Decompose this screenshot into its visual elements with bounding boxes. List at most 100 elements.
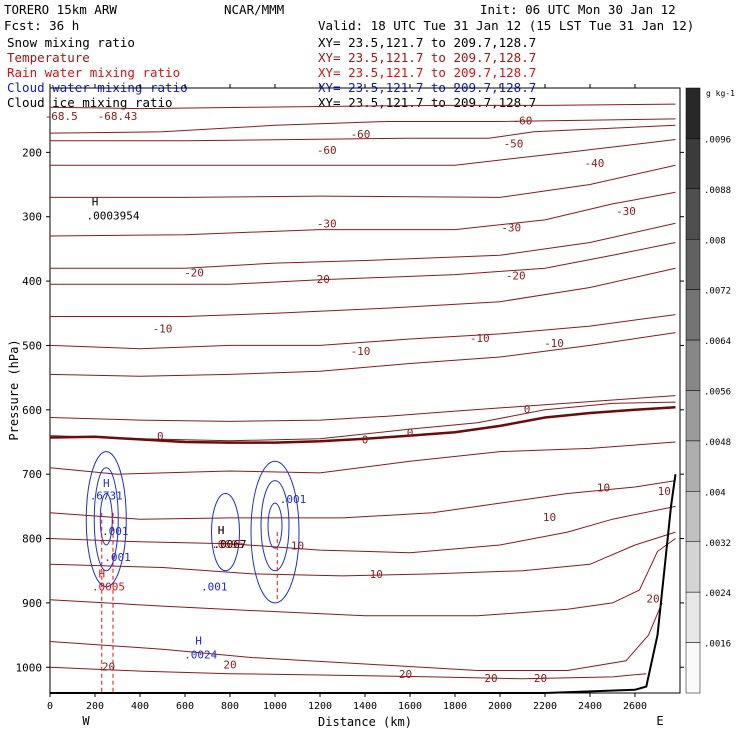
- cloud-water-contour: [93, 467, 119, 572]
- colorbar-cell: [685, 591, 701, 643]
- cloud-water-label: .0024: [184, 649, 217, 662]
- terrain-outline: [50, 474, 677, 694]
- temperature-label: 10: [370, 568, 383, 581]
- snow-label: H: [92, 196, 99, 209]
- org-label: NCAR/MMM: [224, 2, 284, 17]
- colorbar-cell: [685, 138, 701, 190]
- cloud-water-contour: [260, 480, 290, 572]
- y-tick-label: 500: [22, 339, 42, 352]
- colorbar-tick-label: .0016: [704, 640, 731, 650]
- x-tick-label: 2000: [488, 701, 512, 712]
- x-tick-label: 2200: [533, 701, 557, 712]
- colorbar-tick-label: .0096: [704, 135, 731, 145]
- temperature-label: -20: [184, 266, 204, 279]
- x-tick-label: 2600: [623, 701, 647, 712]
- cloud-water-contour: [99, 492, 113, 546]
- cloud-water-label: .001: [102, 525, 129, 538]
- x-tick-label: 1400: [353, 701, 377, 712]
- terrain-line: [50, 474, 677, 694]
- field-xy: XY= 23.5,121.7 to 209.7,128.7: [318, 95, 536, 110]
- temperature-contour: [50, 267, 676, 317]
- y-tick-label: 400: [22, 275, 42, 288]
- colorbar-tick-label: .0088: [704, 186, 731, 196]
- temperature-label: -40: [585, 157, 605, 170]
- colorbar-cell: [685, 339, 701, 391]
- colorbar-tick-label: .0048: [704, 438, 731, 448]
- temperature-contour: [49, 538, 676, 617]
- temperature-contour: [50, 124, 676, 142]
- cloud-water-contour: [250, 460, 300, 604]
- field-legend: Snow mixing ratio XY= 23.5,121.7 to 209.7…: [7, 35, 536, 110]
- temperature-label: -10: [351, 345, 371, 358]
- temperature-contour: [50, 222, 676, 269]
- colorbar-tick-label: .0032: [704, 539, 731, 549]
- rain-water-label: H: [218, 524, 225, 537]
- temperature-contour: [49, 602, 663, 671]
- field-xy: XY= 23.5,121.7 to 209.7,128.7: [318, 50, 536, 65]
- plot-frame: [49, 87, 681, 694]
- temperature-label: -10: [544, 337, 564, 350]
- colorbar-cell: [685, 642, 701, 694]
- temperature-label: -30: [616, 205, 636, 218]
- y-tick-label: 300: [22, 211, 42, 224]
- contour-labels: -68.5 -68.43 -60 -60 -60 -50 -40 -30 -30 -30 -20 -2…: [45, 110, 671, 685]
- temperature-label: -10: [470, 332, 490, 345]
- temperature-contour: [50, 164, 676, 198]
- temperature-contours: [49, 103, 676, 680]
- temperature-label: -68.5: [45, 110, 78, 123]
- temperature-label: 10: [291, 539, 304, 552]
- x-end-right: E: [656, 714, 663, 728]
- temperature-contour: [50, 242, 676, 285]
- rain-water-label: .0695: [211, 538, 244, 551]
- cloud-water-label: H: [103, 477, 110, 490]
- colorbar-tick-label: .008: [704, 236, 726, 246]
- x-axis: 0 200 400 600 800 1000 1200 1400 1600 1800 2000 220…: [47, 84, 647, 712]
- cloud-water-label: .6731: [90, 490, 123, 503]
- rain-water-label: .0005: [92, 580, 125, 593]
- colorbar-cell: [685, 390, 701, 442]
- snow-label: .0003954: [87, 210, 140, 223]
- snow-label: H: [218, 524, 225, 537]
- x-tick-label: 200: [86, 701, 104, 712]
- colorbar-tick-label: .0072: [704, 287, 731, 297]
- x-tick-label: 1200: [308, 701, 332, 712]
- cloud-water-label: .001: [104, 551, 131, 564]
- temperature-label: 10: [543, 511, 556, 524]
- field-xy: XY= 23.5,121.7 to 209.7,128.7: [318, 65, 536, 80]
- cloud-water-label: H: [195, 635, 202, 648]
- temperature-contour: [49, 395, 676, 422]
- colorbar-unit: g kg-1: [706, 89, 735, 98]
- colorbar-cell: [685, 188, 701, 240]
- temperature-label: 20: [646, 593, 659, 606]
- colorbar-cell: [685, 289, 701, 341]
- temperature-label: 20: [534, 672, 547, 685]
- colorbar-cell: [685, 87, 701, 139]
- temperature-label: -30: [317, 217, 337, 230]
- x-axis-label: Distance (km): [318, 715, 412, 729]
- temperature-contour: [49, 332, 676, 377]
- temperature-label: 0: [524, 403, 531, 416]
- temperature-contour: [49, 314, 676, 350]
- y-tick-label: 800: [22, 533, 42, 546]
- temperature-contour: [49, 666, 647, 680]
- x-end-left: W: [82, 714, 90, 728]
- temperature-contour: [50, 139, 676, 166]
- colorbar: .0096 .0088 .008 .0072 .0064 .0056 .0048 .004 .0…: [685, 87, 731, 694]
- y-axis-label: Pressure (hPa): [7, 339, 21, 440]
- temperature-contour: [49, 118, 676, 134]
- field-xy: XY= 23.5,121.7 to 209.7,128.7: [318, 35, 536, 50]
- temperature-label: 10: [597, 481, 610, 494]
- y-tick-label: 200: [22, 146, 42, 159]
- init-time: Init: 06 UTC Mon 30 Jan 12: [480, 2, 676, 17]
- colorbar-cell: [685, 541, 701, 593]
- temperature-label: 20: [484, 672, 497, 685]
- temperature-label: 0: [157, 430, 164, 443]
- temperature-label: -50: [504, 138, 524, 151]
- freezing-level-line: [49, 405, 676, 444]
- x-tick-label: 1800: [443, 701, 467, 712]
- temperature-label: 20: [399, 668, 412, 681]
- field-label: Rain water mixing ratio: [7, 65, 180, 80]
- rain-water-label: H: [98, 568, 105, 581]
